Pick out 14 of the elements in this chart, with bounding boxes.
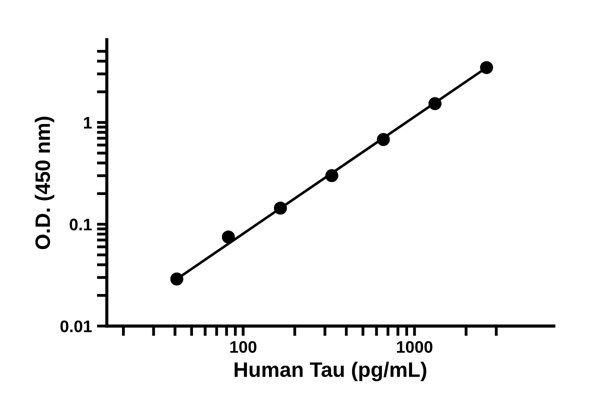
point <box>274 202 287 215</box>
x-tick-label: 100 <box>230 341 256 353</box>
x-axis-title: Human Tau (pg/mL) <box>234 362 426 382</box>
y-tick-label: 0.01 <box>60 320 92 332</box>
x-tick-label: 1000 <box>397 341 432 353</box>
y-axis-title: O.D. (450 nm) <box>34 116 54 250</box>
point <box>325 169 338 182</box>
point <box>480 61 494 74</box>
point <box>170 272 184 286</box>
point <box>222 230 235 244</box>
point <box>428 97 442 110</box>
point <box>376 133 390 146</box>
y-tick-label: 0.1 <box>70 218 92 230</box>
y-tick-label: 1 <box>84 117 92 128</box>
